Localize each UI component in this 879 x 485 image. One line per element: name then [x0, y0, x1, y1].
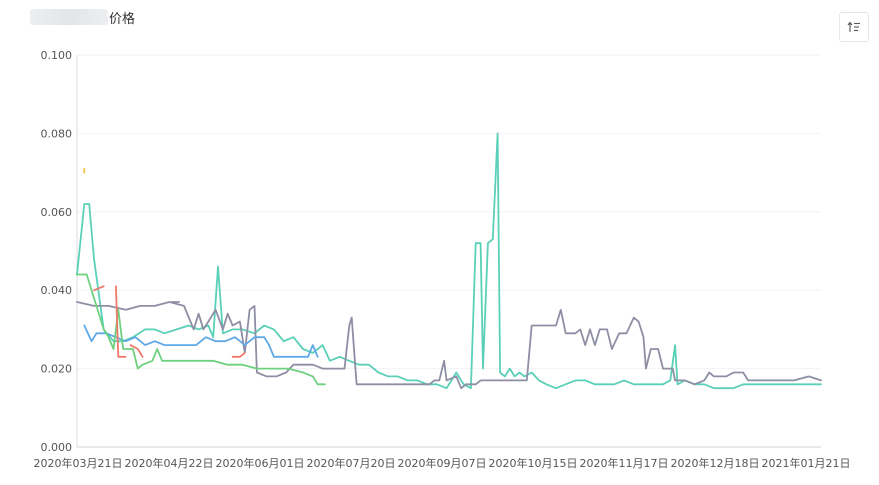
series-line-6 — [231, 352, 246, 358]
x-tick-label: 2021年01月21日 — [762, 456, 851, 470]
x-tick-label: 2020年06月01日 — [216, 456, 305, 470]
y-tick-label: 0.100 — [41, 49, 73, 62]
y-tick-label: 0.040 — [41, 284, 73, 297]
series-line-0 — [76, 132, 822, 390]
x-tick-label: 2020年11月17日 — [580, 456, 669, 470]
chart-title: 价格 — [30, 6, 135, 28]
y-tick-label: 0.080 — [41, 127, 73, 140]
sort-button[interactable] — [839, 12, 869, 42]
sort-ascending-icon — [847, 21, 860, 32]
series-line-7 — [93, 285, 105, 292]
redacted-title-prefix — [30, 9, 108, 25]
x-tick-label: 2020年07月20日 — [307, 456, 396, 470]
y-tick-label: 0.000 — [41, 441, 73, 454]
x-tick-label: 2020年09月07日 — [398, 456, 487, 470]
series-line-3 — [76, 273, 326, 386]
series-line-5 — [129, 344, 144, 358]
y-tick-label: 0.060 — [41, 206, 73, 219]
series-line-1 — [76, 301, 822, 390]
x-tick-label: 2020年10月15日 — [489, 456, 578, 470]
chart-title-text: 价格 — [109, 11, 136, 27]
y-tick-label: 0.020 — [41, 363, 73, 376]
series-line-4 — [115, 285, 127, 358]
x-tick-label: 2020年12月18日 — [671, 456, 760, 470]
x-tick-label: 2020年03月21日 — [34, 456, 123, 470]
series-line-2 — [83, 324, 319, 358]
x-tick-label: 2020年04月22日 — [125, 456, 214, 470]
